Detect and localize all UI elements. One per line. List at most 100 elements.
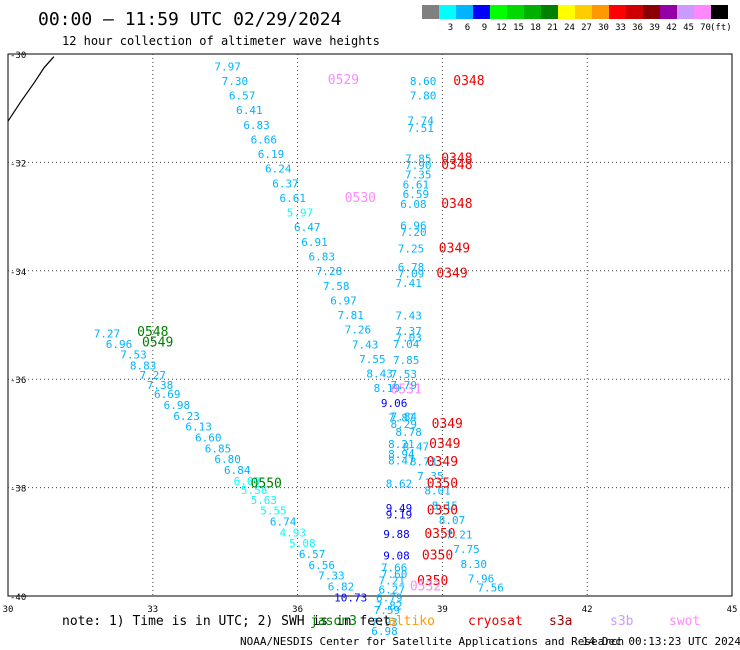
- pass-time-label: 0349: [432, 417, 463, 432]
- wave-height-value: 8.07: [439, 514, 466, 527]
- wave-height-value: 9.88: [383, 528, 410, 541]
- pass-time-label: 0350: [424, 527, 455, 542]
- wave-height-value: 7.38: [147, 379, 174, 392]
- wave-height-value: 6.66: [251, 133, 278, 146]
- satellite-s3b: s3b: [610, 614, 634, 629]
- wave-height-value: 6.78: [398, 261, 425, 274]
- x-tick-label: 39: [437, 605, 448, 615]
- wave-height-value: 7.09: [398, 267, 425, 280]
- wave-height-value: 7.28: [316, 265, 343, 278]
- wave-height-value: 7.84: [391, 410, 418, 423]
- legend-swatch: [541, 5, 558, 19]
- wave-height-value: 8.47: [388, 454, 415, 467]
- y-tick-label: -40: [10, 593, 26, 603]
- wave-height-value: 6.57: [299, 548, 326, 561]
- y-tick-label: -30: [10, 51, 26, 61]
- legend-swatch: [507, 5, 524, 19]
- wave-height-value: 6.13: [185, 421, 212, 434]
- wave-height-value: 6.97: [330, 294, 357, 307]
- legend-label: 18: [530, 23, 541, 33]
- wave-height-value: 6.96: [400, 220, 427, 233]
- wave-height-value: 6.91: [301, 236, 328, 249]
- wave-height-value: 8.47: [403, 441, 430, 454]
- wave-height-value: 7.35: [417, 470, 444, 483]
- wave-height-value: 8.94: [388, 448, 415, 461]
- wave-height-value: 6.84: [224, 464, 251, 477]
- wave-height-value: 6.59: [403, 188, 430, 201]
- chart-title: 00:00 – 11:59 UTC 02/29/2024: [38, 9, 341, 30]
- satellite-swot: swot: [669, 614, 700, 629]
- pass-time-label: 0549: [142, 336, 173, 351]
- wave-height-value: 7.43: [395, 310, 422, 323]
- pass-time-label: 0348: [453, 74, 484, 89]
- legend-swatch: [694, 5, 711, 19]
- wave-height-value: 7.56: [477, 582, 504, 595]
- legend-label: 70: [700, 23, 711, 33]
- color-scale-legend: 3 6 9 12 15 18 21 24 27 30 33 36 39 42 45 70 (ft): [422, 5, 732, 33]
- wave-height-value: 7.21: [378, 575, 405, 588]
- wave-height-value: 6.19: [258, 148, 285, 161]
- wave-height-value: 4.93: [280, 526, 307, 539]
- legend-swatch: [609, 5, 626, 19]
- legend-swatch: [422, 5, 439, 19]
- legend-swatch: [490, 5, 507, 19]
- wave-height-value: 6.61: [403, 178, 430, 191]
- legend-label: 27: [581, 23, 592, 33]
- pass-time-label: 0349: [427, 455, 458, 470]
- y-tick-label: -36: [10, 376, 26, 386]
- wave-height-value: 7.81: [337, 309, 364, 322]
- wave-height-value: 8.15: [432, 499, 459, 512]
- wave-height-value: 6.56: [308, 559, 335, 572]
- wave-height-value: 7.97: [214, 60, 241, 73]
- legend-label: 39: [649, 23, 660, 33]
- legend-swatch: [660, 5, 677, 19]
- pass-time-label: 0529: [328, 73, 359, 88]
- wave-height-value: 10.73: [334, 591, 367, 604]
- wave-height-value: 7.60: [381, 568, 408, 581]
- wave-height-value: 7.74: [407, 114, 434, 127]
- legend-label: 3: [448, 23, 453, 33]
- wave-height-value: 7.80: [410, 90, 437, 103]
- y-tick-label: -34: [10, 268, 26, 278]
- wave-height-value: 7.43: [352, 338, 379, 351]
- legend-swatch: [524, 5, 541, 19]
- legend-label: 6: [465, 23, 470, 33]
- wave-height-value: 6.83: [243, 119, 270, 132]
- wave-height-value: 8.01: [424, 485, 451, 498]
- wave-height-value: 7.21: [446, 529, 473, 542]
- wave-height-value: 8.60: [410, 75, 437, 88]
- wave-height-value: 6.00: [234, 475, 261, 488]
- pass-time-label: 0348: [441, 151, 472, 166]
- pass-time-label: 0348: [441, 158, 472, 173]
- satellite-jason3: jason3: [310, 614, 357, 629]
- wave-height-value: 7.41: [395, 277, 422, 290]
- pass-time-label: 0550: [251, 477, 282, 492]
- wave-height-value: 6.27: [378, 583, 405, 596]
- legend-label: 33: [615, 23, 626, 33]
- wave-height-value: 5.08: [289, 537, 316, 550]
- wave-height-value: 7.85: [405, 152, 432, 165]
- wave-height-value: 7.93: [371, 616, 398, 629]
- legend-swatch: [439, 5, 456, 19]
- pass-time-label: 0548: [137, 325, 168, 340]
- wave-height-value: 6.69: [154, 388, 181, 401]
- wave-height-value: 6.74: [270, 516, 297, 529]
- legend-label: 30: [598, 23, 609, 33]
- wave-height-value: 7.85: [393, 354, 420, 367]
- wave-height-value: 6.60: [195, 432, 222, 445]
- satellite-s3a: s3a: [549, 614, 572, 629]
- wave-height-value: 8.73: [410, 455, 437, 468]
- wave-height-value: 6.41: [236, 104, 263, 117]
- wave-height-value: 6.08: [400, 198, 427, 211]
- wave-height-value: 6.98: [164, 399, 191, 412]
- pass-time-label: 0531: [391, 382, 422, 397]
- wave-height-value: 8.21: [388, 438, 415, 451]
- wave-height-value: 8.19: [374, 382, 401, 395]
- wave-height-value: 8.78: [395, 426, 422, 439]
- legend-label: 12: [496, 23, 507, 33]
- plot-frame: [7, 53, 733, 597]
- pass-time-label: 0530: [345, 191, 376, 206]
- legend-label: 36: [632, 23, 643, 33]
- wave-height-value: 6.23: [173, 410, 200, 423]
- pass-time-label: 0350: [422, 549, 453, 564]
